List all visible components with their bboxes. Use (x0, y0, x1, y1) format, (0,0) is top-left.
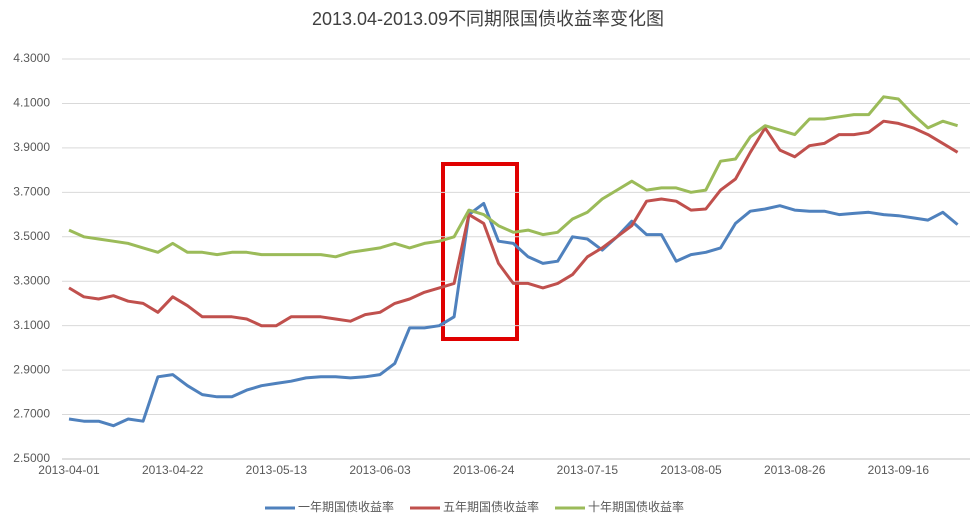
x-tick-label: 2013-06-24 (453, 463, 515, 477)
y-tick-label: 2.9000 (13, 362, 50, 376)
x-tick-label: 2013-05-13 (246, 463, 308, 477)
series-line (68, 201, 959, 428)
chart-title: 2013.04-2013.09不同期限国债收益率变化图 (312, 9, 664, 29)
series-line (68, 119, 959, 328)
y-tick-label: 3.3000 (13, 273, 50, 287)
y-tick-label: 3.9000 (13, 140, 50, 154)
x-tick-label: 2013-04-22 (142, 463, 204, 477)
x-tick-label: 2013-04-01 (38, 463, 100, 477)
y-tick-label: 3.1000 (13, 318, 50, 332)
y-tick-label: 2.5000 (13, 451, 50, 465)
y-tick-label: 3.5000 (13, 229, 50, 243)
highlight-box (441, 162, 519, 341)
x-tick-label: 2013-08-26 (764, 463, 826, 477)
x-tick-label: 2013-06-03 (349, 463, 411, 477)
x-tick-label: 2013-09-16 (868, 463, 930, 477)
y-tick-label: 4.1000 (13, 96, 50, 110)
x-tick-label: 2013-07-15 (557, 463, 619, 477)
legend-label: 五年期国债收益率 (443, 499, 539, 514)
legend-label: 十年期国债收益率 (588, 499, 684, 514)
legend-label: 一年期国债收益率 (298, 499, 394, 514)
y-tick-label: 3.7000 (13, 185, 50, 199)
y-tick-label: 2.7000 (13, 407, 50, 421)
x-tick-label: 2013-08-05 (660, 463, 722, 477)
series-line (68, 95, 959, 259)
y-tick-label: 4.3000 (13, 51, 50, 65)
